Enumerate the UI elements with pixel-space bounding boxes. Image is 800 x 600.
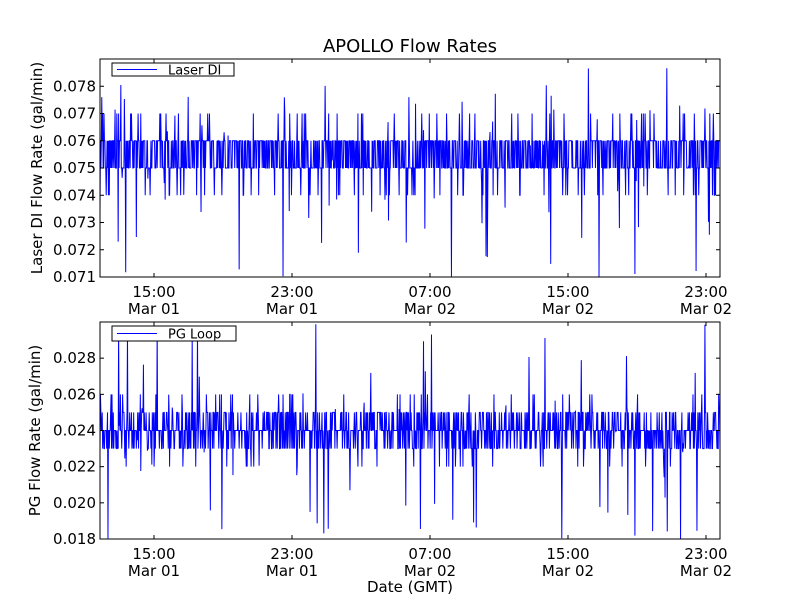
x-tick-label-time: 15:00 — [132, 545, 175, 563]
x-tick-label-time: 15:00 — [546, 545, 589, 563]
y-tick-label: 0.022 — [53, 458, 96, 476]
x-tick-label-date: Mar 02 — [542, 300, 594, 318]
y-tick-label: 0.073 — [53, 214, 96, 232]
y-tick-label: 0.076 — [53, 132, 96, 150]
y-tick-label: 0.026 — [53, 385, 96, 403]
x-tick-label-date: Mar 01 — [266, 562, 318, 580]
legend-box — [111, 62, 235, 77]
chart-title: APOLLO Flow Rates — [323, 36, 497, 57]
y-tick-label: 0.018 — [53, 530, 96, 548]
legend: PG Loop — [111, 325, 237, 343]
x-tick-label-time: 15:00 — [132, 283, 175, 301]
y-tick-label: 0.077 — [53, 105, 96, 123]
legend-label: Laser DI — [168, 64, 221, 79]
y-axis-label: PG Flow Rate (gal/min) — [26, 345, 44, 517]
y-tick-label: 0.074 — [53, 186, 96, 204]
y-tick-label: 0.075 — [53, 159, 96, 177]
x-tick-label-time: 23:00 — [684, 545, 727, 563]
y-tick-label: 0.078 — [53, 77, 96, 95]
x-tick-label-time: 07:00 — [408, 545, 451, 563]
y-tick-label: 0.028 — [53, 349, 96, 367]
legend-box — [111, 325, 237, 342]
x-tick-label-date: Mar 02 — [404, 562, 456, 580]
x-tick-label-time: 23:00 — [270, 283, 313, 301]
x-tick-label-date: Mar 02 — [680, 300, 732, 318]
legend-label: PG Loop — [168, 328, 221, 343]
x-tick-label-time: 23:00 — [270, 545, 313, 563]
x-tick-label-time: 23:00 — [684, 283, 727, 301]
x-tick-label-date: Mar 01 — [128, 300, 180, 318]
x-tick-label-time: 15:00 — [546, 283, 589, 301]
series-line-laser-di — [100, 68, 720, 277]
y-tick-label: 0.071 — [53, 268, 96, 286]
x-tick-label-date: Mar 02 — [680, 562, 732, 580]
x-tick-label-date: Mar 02 — [542, 562, 594, 580]
x-tick-label-date: Mar 02 — [404, 300, 456, 318]
x-tick-label-date: Mar 01 — [128, 562, 180, 580]
y-axis-label: Laser DI Flow Rate (gal/min) — [28, 62, 46, 274]
y-tick-label: 0.020 — [53, 494, 96, 512]
x-axis-label: Date (GMT) — [367, 578, 453, 596]
legend: Laser DI — [111, 62, 235, 79]
series-line-pg-loop — [100, 324, 720, 539]
y-tick-label: 0.072 — [53, 241, 96, 259]
x-tick-label-date: Mar 01 — [266, 300, 318, 318]
x-tick-label-time: 07:00 — [408, 283, 451, 301]
y-tick-label: 0.024 — [53, 422, 96, 440]
chart-panel-1: APOLLO Flow Rates 0.071 0.072 0.073 0.074 0.0… — [28, 36, 732, 318]
